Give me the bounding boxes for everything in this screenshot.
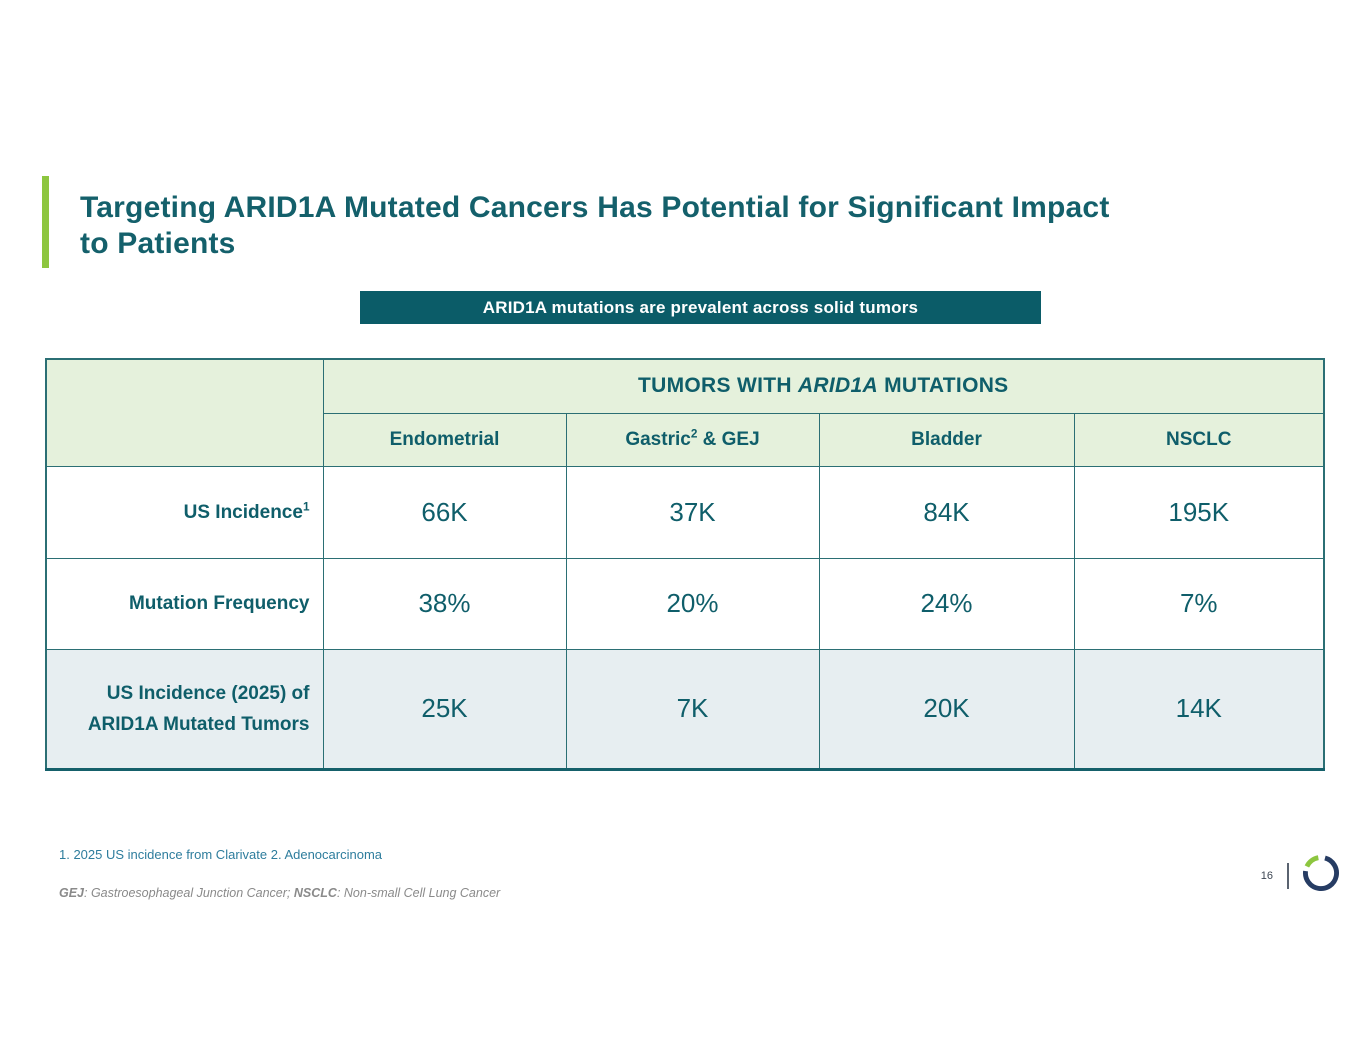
page-title-line2: to Patients — [80, 227, 236, 260]
column-header-gastric-rest: & GEJ — [697, 428, 760, 450]
cell-mutated-incidence-nsclc: 14K — [1073, 648, 1325, 770]
title-accent-bar — [42, 176, 49, 268]
row-label-us-incidence: US Incidence1 — [45, 465, 324, 559]
open-ring-logo-icon — [1303, 855, 1339, 892]
table-title-italic: ARID1A — [797, 374, 878, 398]
column-header-endometrial: Endometrial — [322, 412, 567, 467]
table-title: TUMORS WITH ARID1A MUTATIONS — [322, 358, 1325, 414]
row-label-text: US Incidence — [183, 501, 303, 523]
cell-us-incidence-gastric: 37K — [565, 465, 820, 559]
cell-mutated-incidence-bladder: 20K — [818, 648, 1075, 770]
footnote-abbreviations: GEJ: Gastroesophageal Junction Cancer; N… — [59, 886, 500, 900]
footnote-abbr-gej: GEJ — [59, 886, 85, 900]
footer-divider — [1287, 863, 1289, 889]
banner: ARID1A mutations are prevalent across so… — [360, 291, 1041, 324]
footnote-abbr-gej-text: : Gastroesophageal Junction Cancer; — [84, 886, 294, 900]
cell-us-incidence-nsclc: 195K — [1073, 465, 1325, 559]
column-header-gastric-sup: 2 — [690, 427, 698, 441]
table-title-row: TUMORS WITH ARID1A MUTATIONS — [45, 358, 1325, 467]
table-row-mutated-incidence: US Incidence (2025) of ARID1A Mutated Tu… — [45, 648, 1325, 770]
cell-mutation-freq-gastric: 20% — [565, 557, 820, 650]
page-title-line1: Targeting ARID1A Mutated Cancers Has Pot… — [80, 191, 1110, 224]
cell-mutated-incidence-gastric: 7K — [565, 648, 820, 770]
footnote-abbr-nsclc: NSCLC — [293, 886, 337, 900]
table-title-prefix: TUMORS WITH — [638, 374, 798, 398]
cell-mutation-freq-endometrial: 38% — [322, 557, 567, 650]
column-header-nsclc: NSCLC — [1073, 412, 1325, 467]
cell-mutation-freq-bladder: 24% — [818, 557, 1075, 650]
column-header-gastric-gej: Gastric2 & GEJ — [565, 412, 820, 467]
page-number: 16 — [1260, 870, 1273, 882]
tumor-table: TUMORS WITH ARID1A MUTATIONS Endometrial… — [45, 358, 1326, 771]
row-label-mutated-incidence: US Incidence (2025) of ARID1A Mutated Tu… — [45, 648, 324, 770]
page-title: Targeting ARID1A Mutated Cancers Has Pot… — [80, 190, 1320, 262]
row-label-text: Mutation Frequency — [128, 593, 310, 614]
cell-mutated-incidence-endometrial: 25K — [322, 648, 567, 770]
footnote-abbr-nsclc-text: : Non-small Cell Lung Cancer — [336, 886, 501, 900]
row-label-sup: 1 — [302, 500, 310, 514]
row-label-mutation-frequency: Mutation Frequency — [45, 557, 324, 650]
page-footer: 16 — [1261, 853, 1341, 893]
row-label-text: US Incidence (2025) of ARID1A Mutated Tu… — [87, 682, 310, 735]
column-header-gastric-base: Gastric — [625, 428, 691, 450]
cell-mutation-freq-nsclc: 7% — [1073, 557, 1325, 650]
footnote-references: 1. 2025 US incidence from Clarivate 2. A… — [59, 847, 383, 862]
table-title-suffix: MUTATIONS — [877, 374, 1009, 398]
table-corner-cell — [45, 358, 324, 467]
table-row-us-incidence: US Incidence1 66K 37K 84K 195K — [45, 465, 1325, 559]
table-row-mutation-frequency: Mutation Frequency 38% 20% 24% 7% — [45, 557, 1325, 650]
cell-us-incidence-bladder: 84K — [818, 465, 1075, 559]
cell-us-incidence-endometrial: 66K — [322, 465, 567, 559]
table-column-header-row: Endometrial Gastric2 & GEJ Bladder NSCLC — [46, 412, 1325, 467]
column-header-bladder: Bladder — [818, 412, 1075, 467]
